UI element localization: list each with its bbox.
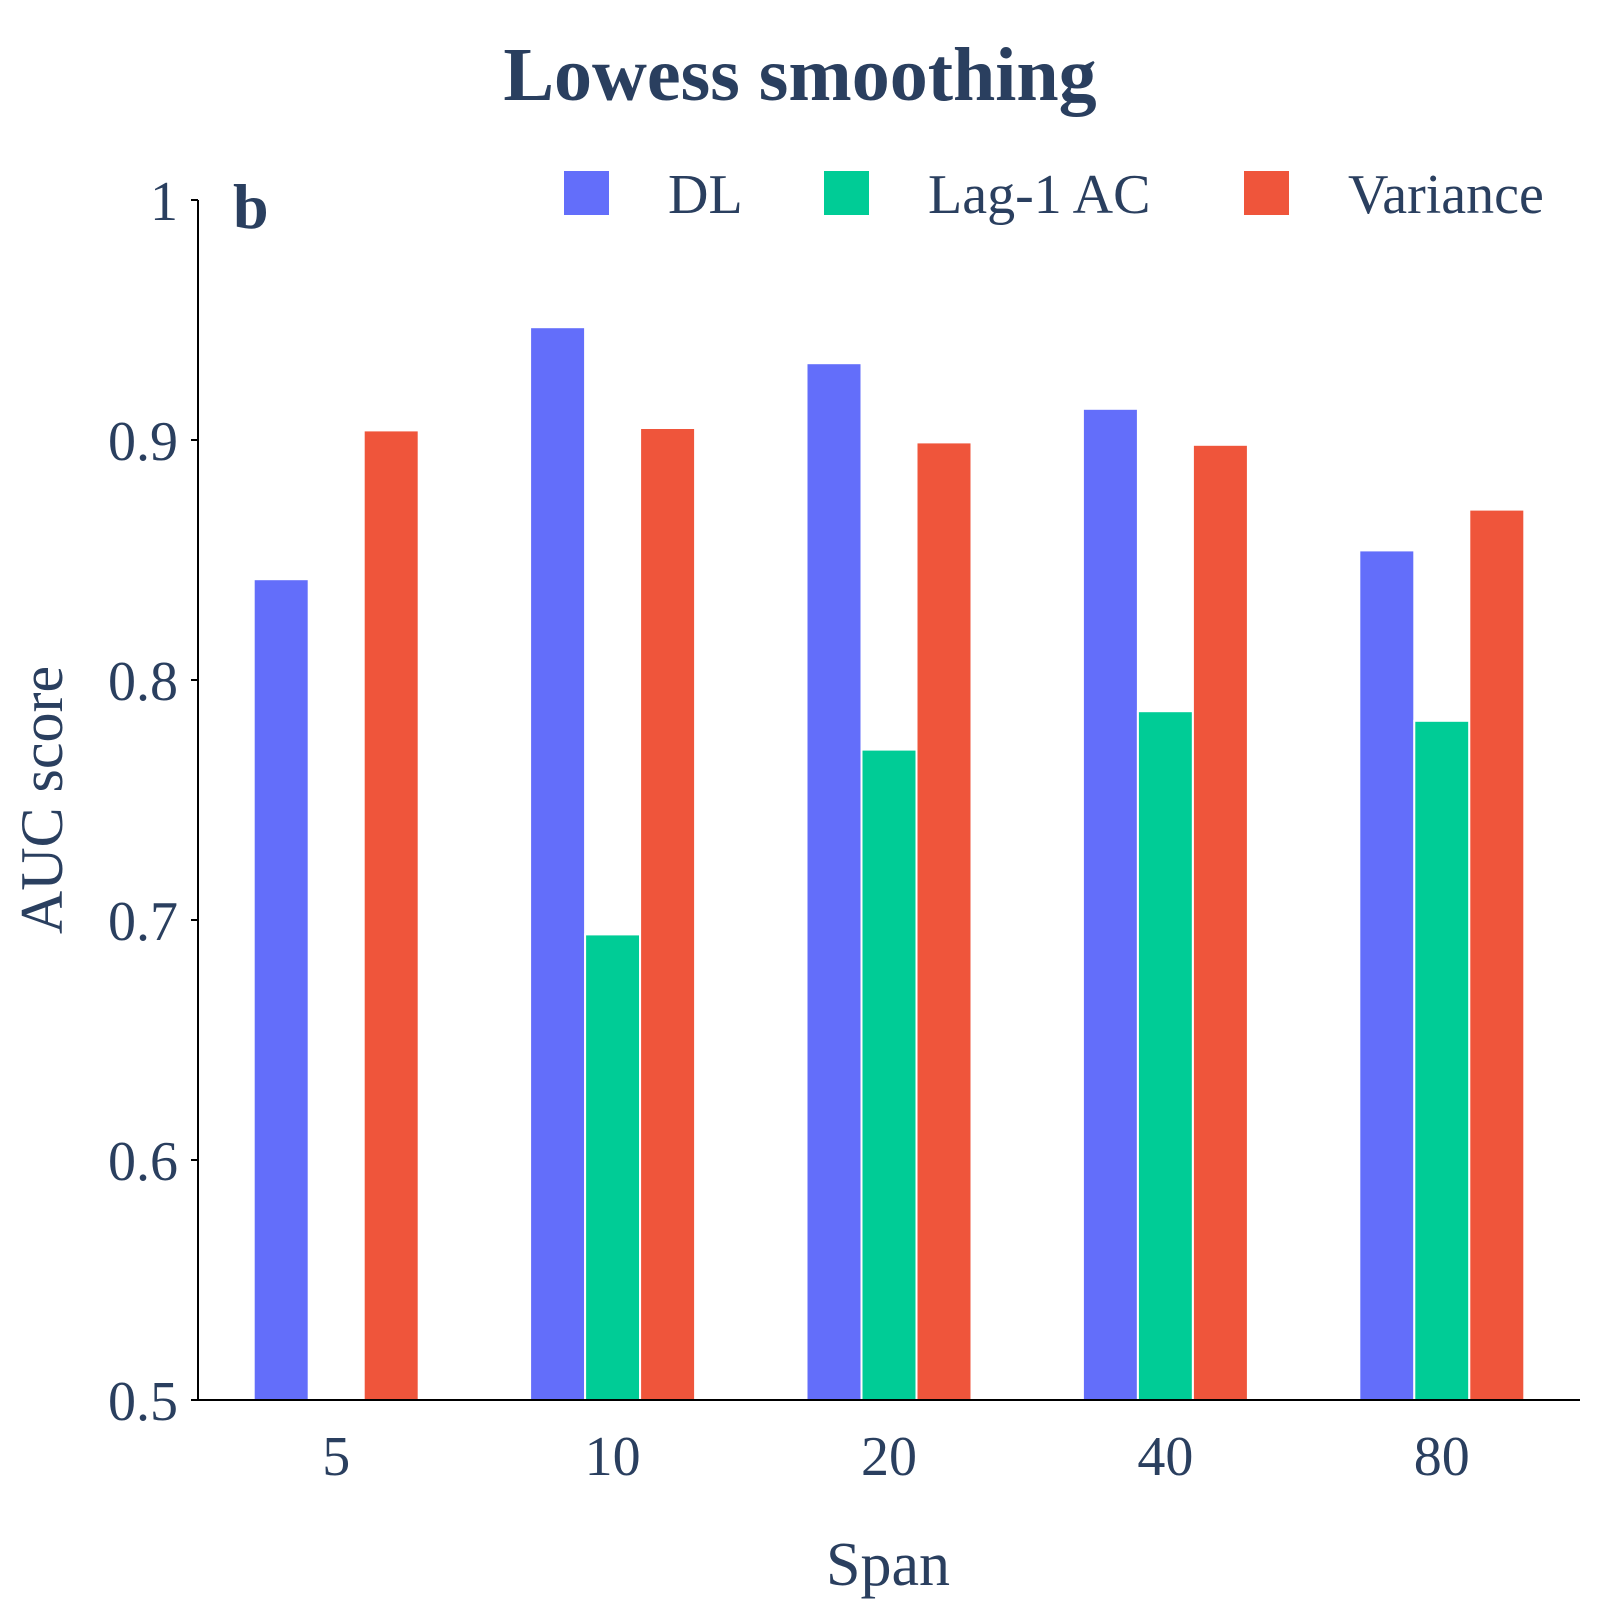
- x-axis-label: Span: [826, 1531, 950, 1599]
- bar-variance-20: [915, 441, 973, 1401]
- bar-lag-1-ac-10: [584, 933, 642, 1402]
- x-tick-label: 20: [861, 1426, 917, 1488]
- bar-variance-10: [639, 427, 697, 1401]
- x-tick-label: 10: [585, 1426, 641, 1488]
- bar-lag-1-ac-80: [1413, 719, 1471, 1401]
- legend-label: Lag-1 AC: [928, 164, 1150, 226]
- legend-label: DL: [668, 164, 743, 226]
- x-tick-label: 40: [1137, 1426, 1193, 1488]
- bar-lag-1-ac-20: [860, 748, 918, 1401]
- legend: DL Lag-1 AC Variance: [562, 164, 1544, 226]
- y-tick-label: 0.5: [108, 1371, 178, 1433]
- bar-variance-5: [362, 429, 420, 1401]
- bar-dl-20: [805, 362, 863, 1402]
- y-tick-label: 0.8: [108, 651, 178, 713]
- bar-variance-80: [1468, 508, 1526, 1402]
- legend-swatch: [822, 169, 871, 217]
- legend-label: Variance: [1348, 164, 1544, 226]
- legend-swatch: [1242, 169, 1291, 217]
- bar-lag-1-ac-40: [1136, 710, 1194, 1401]
- bar-dl-40: [1081, 407, 1139, 1401]
- x-tick-label: 5: [322, 1426, 350, 1488]
- bar-dl-80: [1358, 549, 1416, 1401]
- axes-layer: [197, 200, 1580, 1401]
- y-tick-label: 0.9: [108, 411, 178, 473]
- y-axis-label: AUC score: [9, 666, 75, 934]
- y-tick-label: 1: [150, 171, 178, 233]
- panel-label: b: [233, 171, 269, 242]
- y-tick-label: 0.7: [108, 891, 178, 953]
- y-tick-label: 0.6: [108, 1131, 178, 1193]
- legend-swatch: [562, 169, 611, 217]
- bar-variance-40: [1191, 443, 1249, 1401]
- x-tick-label: 80: [1414, 1426, 1470, 1488]
- ticks-layer: 0.5 0.6 0.7 0.8 0.9 1 5 10 20 40 80: [108, 171, 1470, 1488]
- bars-layer: [252, 326, 1526, 1402]
- bar-dl-10: [529, 326, 587, 1402]
- chart-title: Lowess smoothing: [503, 33, 1096, 117]
- bar-dl-5: [252, 578, 310, 1401]
